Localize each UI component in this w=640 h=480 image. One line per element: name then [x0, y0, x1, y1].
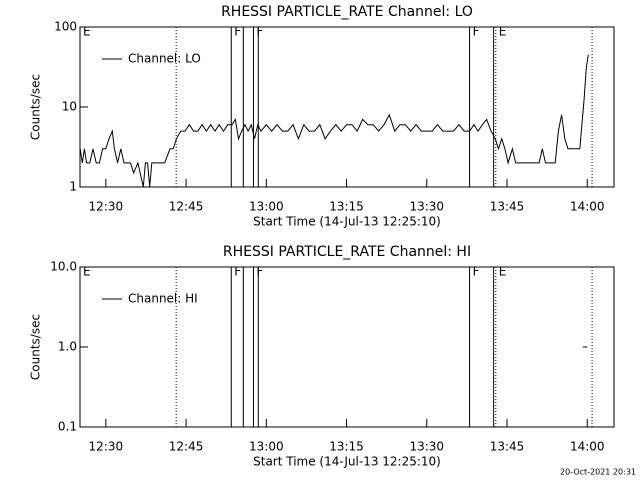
x-axis-label: Start Time (14-Jul-13 12:25:10): [253, 215, 441, 229]
legend-label: Channel: HI: [128, 292, 198, 306]
x-tick-label: 13:30: [409, 440, 444, 454]
y-tick-label: 10.0: [50, 260, 77, 274]
flag-label: F: [234, 25, 241, 39]
chart-title: RHESSI PARTICLE_RATE Channel: HI: [223, 244, 471, 260]
legend-label: Channel: LO: [128, 52, 201, 66]
chart-title: RHESSI PARTICLE_RATE Channel: LO: [221, 4, 473, 20]
x-axis-label: Start Time (14-Jul-13 12:25:10): [253, 455, 441, 469]
flag-label: E: [499, 25, 507, 39]
x-tick-label: 13:30: [409, 200, 444, 214]
x-tick-label: 12:45: [169, 440, 204, 454]
flag-label: F: [473, 265, 480, 279]
y-axis-label: Counts/sec: [29, 74, 43, 140]
flag-label: F: [256, 25, 263, 39]
flag-label: F: [473, 25, 480, 39]
flag-label: E: [499, 265, 507, 279]
y-axis-label: Counts/sec: [29, 314, 43, 380]
x-tick-label: 12:30: [89, 200, 124, 214]
x-tick-label: 14:00: [570, 440, 605, 454]
x-tick-label: 13:00: [249, 440, 284, 454]
y-tick-label: 10: [62, 100, 77, 114]
flag-label: E: [83, 265, 91, 279]
flag-label: F: [256, 265, 263, 279]
x-tick-label: 12:30: [89, 440, 124, 454]
x-tick-label: 13:45: [490, 200, 525, 214]
flag-label: F: [234, 265, 241, 279]
y-tick-label: 0.1: [58, 420, 77, 434]
x-tick-label: 13:15: [329, 200, 364, 214]
footer-stamp: 20-Oct-2021 20:31: [560, 468, 636, 477]
series-line: [79, 54, 589, 188]
x-tick-label: 12:45: [169, 200, 204, 214]
x-tick-label: 13:45: [490, 440, 525, 454]
flag-label: E: [83, 25, 91, 39]
y-tick-label: 100: [54, 20, 77, 34]
x-tick-label: 13:15: [329, 440, 364, 454]
y-tick-label: 1.0: [58, 340, 77, 354]
y-tick-label: 1: [69, 180, 77, 194]
x-tick-label: 13:00: [249, 200, 284, 214]
x-tick-label: 14:00: [570, 200, 605, 214]
